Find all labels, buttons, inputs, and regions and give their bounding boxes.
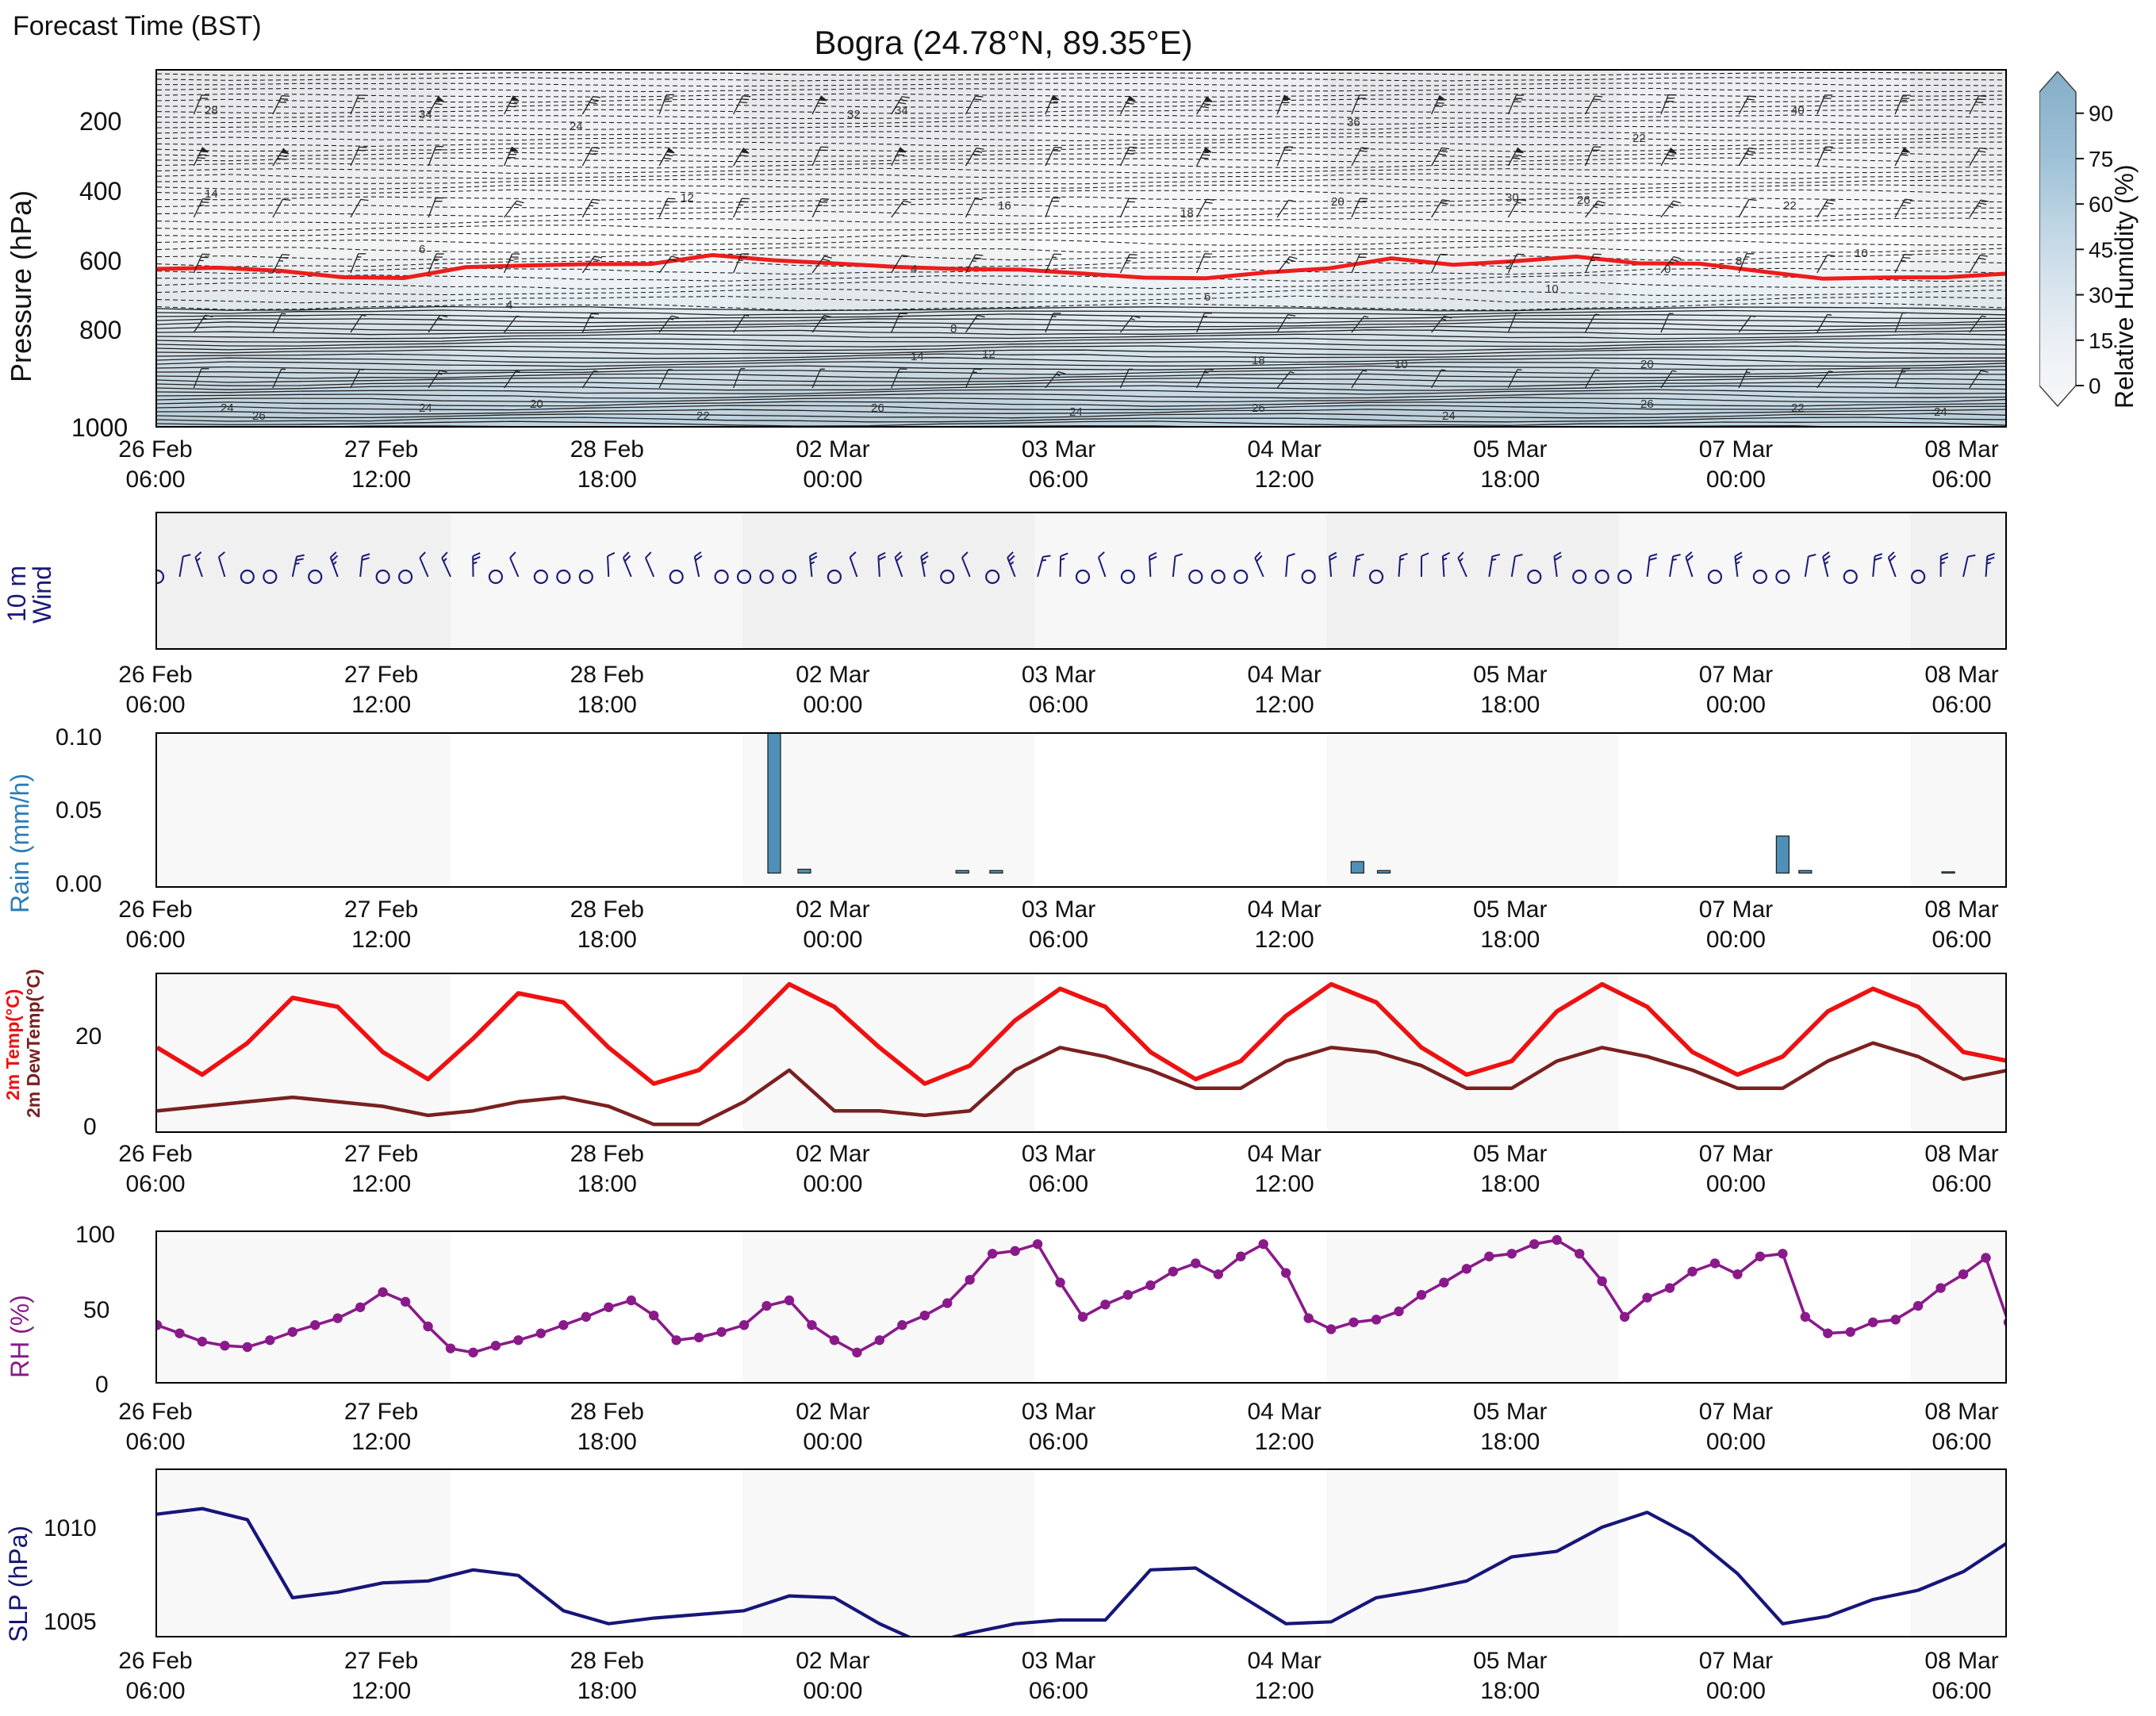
svg-text:14: 14 xyxy=(911,350,924,363)
svg-text:36: 36 xyxy=(1347,116,1360,129)
svg-text:90: 90 xyxy=(2089,102,2113,126)
svg-text:14: 14 xyxy=(205,187,218,201)
svg-text:2: 2 xyxy=(1506,259,1512,272)
svg-text:12: 12 xyxy=(982,347,996,361)
svg-text:6: 6 xyxy=(1204,290,1210,304)
svg-text:24: 24 xyxy=(1442,409,1456,423)
svg-text:4: 4 xyxy=(911,263,917,276)
svg-text:16: 16 xyxy=(998,199,1011,213)
svg-text:6: 6 xyxy=(419,243,425,256)
svg-text:12: 12 xyxy=(681,191,694,205)
svg-text:24: 24 xyxy=(419,401,432,415)
svg-text:26: 26 xyxy=(1252,401,1265,415)
svg-text:26: 26 xyxy=(1640,397,1654,411)
svg-text:18: 18 xyxy=(1180,207,1194,221)
svg-text:20: 20 xyxy=(1331,195,1345,209)
svg-text:10: 10 xyxy=(1545,282,1559,296)
svg-text:8: 8 xyxy=(950,322,957,336)
svg-text:34: 34 xyxy=(419,108,432,121)
svg-text:26: 26 xyxy=(252,409,266,423)
svg-text:30: 30 xyxy=(1506,191,1519,205)
svg-text:24: 24 xyxy=(1069,405,1083,419)
svg-text:24: 24 xyxy=(570,120,583,133)
svg-text:10: 10 xyxy=(1394,358,1408,371)
svg-text:24: 24 xyxy=(221,401,234,415)
svg-text:32: 32 xyxy=(847,108,861,121)
svg-text:22: 22 xyxy=(1632,132,1646,145)
svg-text:0: 0 xyxy=(1664,263,1671,276)
svg-text:20: 20 xyxy=(1640,358,1654,371)
svg-text:20: 20 xyxy=(530,397,543,411)
svg-text:10: 10 xyxy=(1855,247,1868,260)
svg-text:4: 4 xyxy=(506,298,512,312)
svg-text:22: 22 xyxy=(1783,199,1797,213)
svg-text:22: 22 xyxy=(696,409,710,423)
svg-text:28: 28 xyxy=(205,104,218,117)
svg-text:18: 18 xyxy=(1252,354,1265,367)
svg-text:26: 26 xyxy=(1577,194,1590,207)
svg-text:0: 0 xyxy=(2089,374,2101,398)
svg-text:34: 34 xyxy=(895,104,908,117)
svg-text:22: 22 xyxy=(1791,401,1805,415)
svg-text:8: 8 xyxy=(1736,255,1742,268)
svg-text:40: 40 xyxy=(1791,104,1805,117)
svg-text:24: 24 xyxy=(1934,405,1947,419)
svg-text:26: 26 xyxy=(871,401,884,415)
